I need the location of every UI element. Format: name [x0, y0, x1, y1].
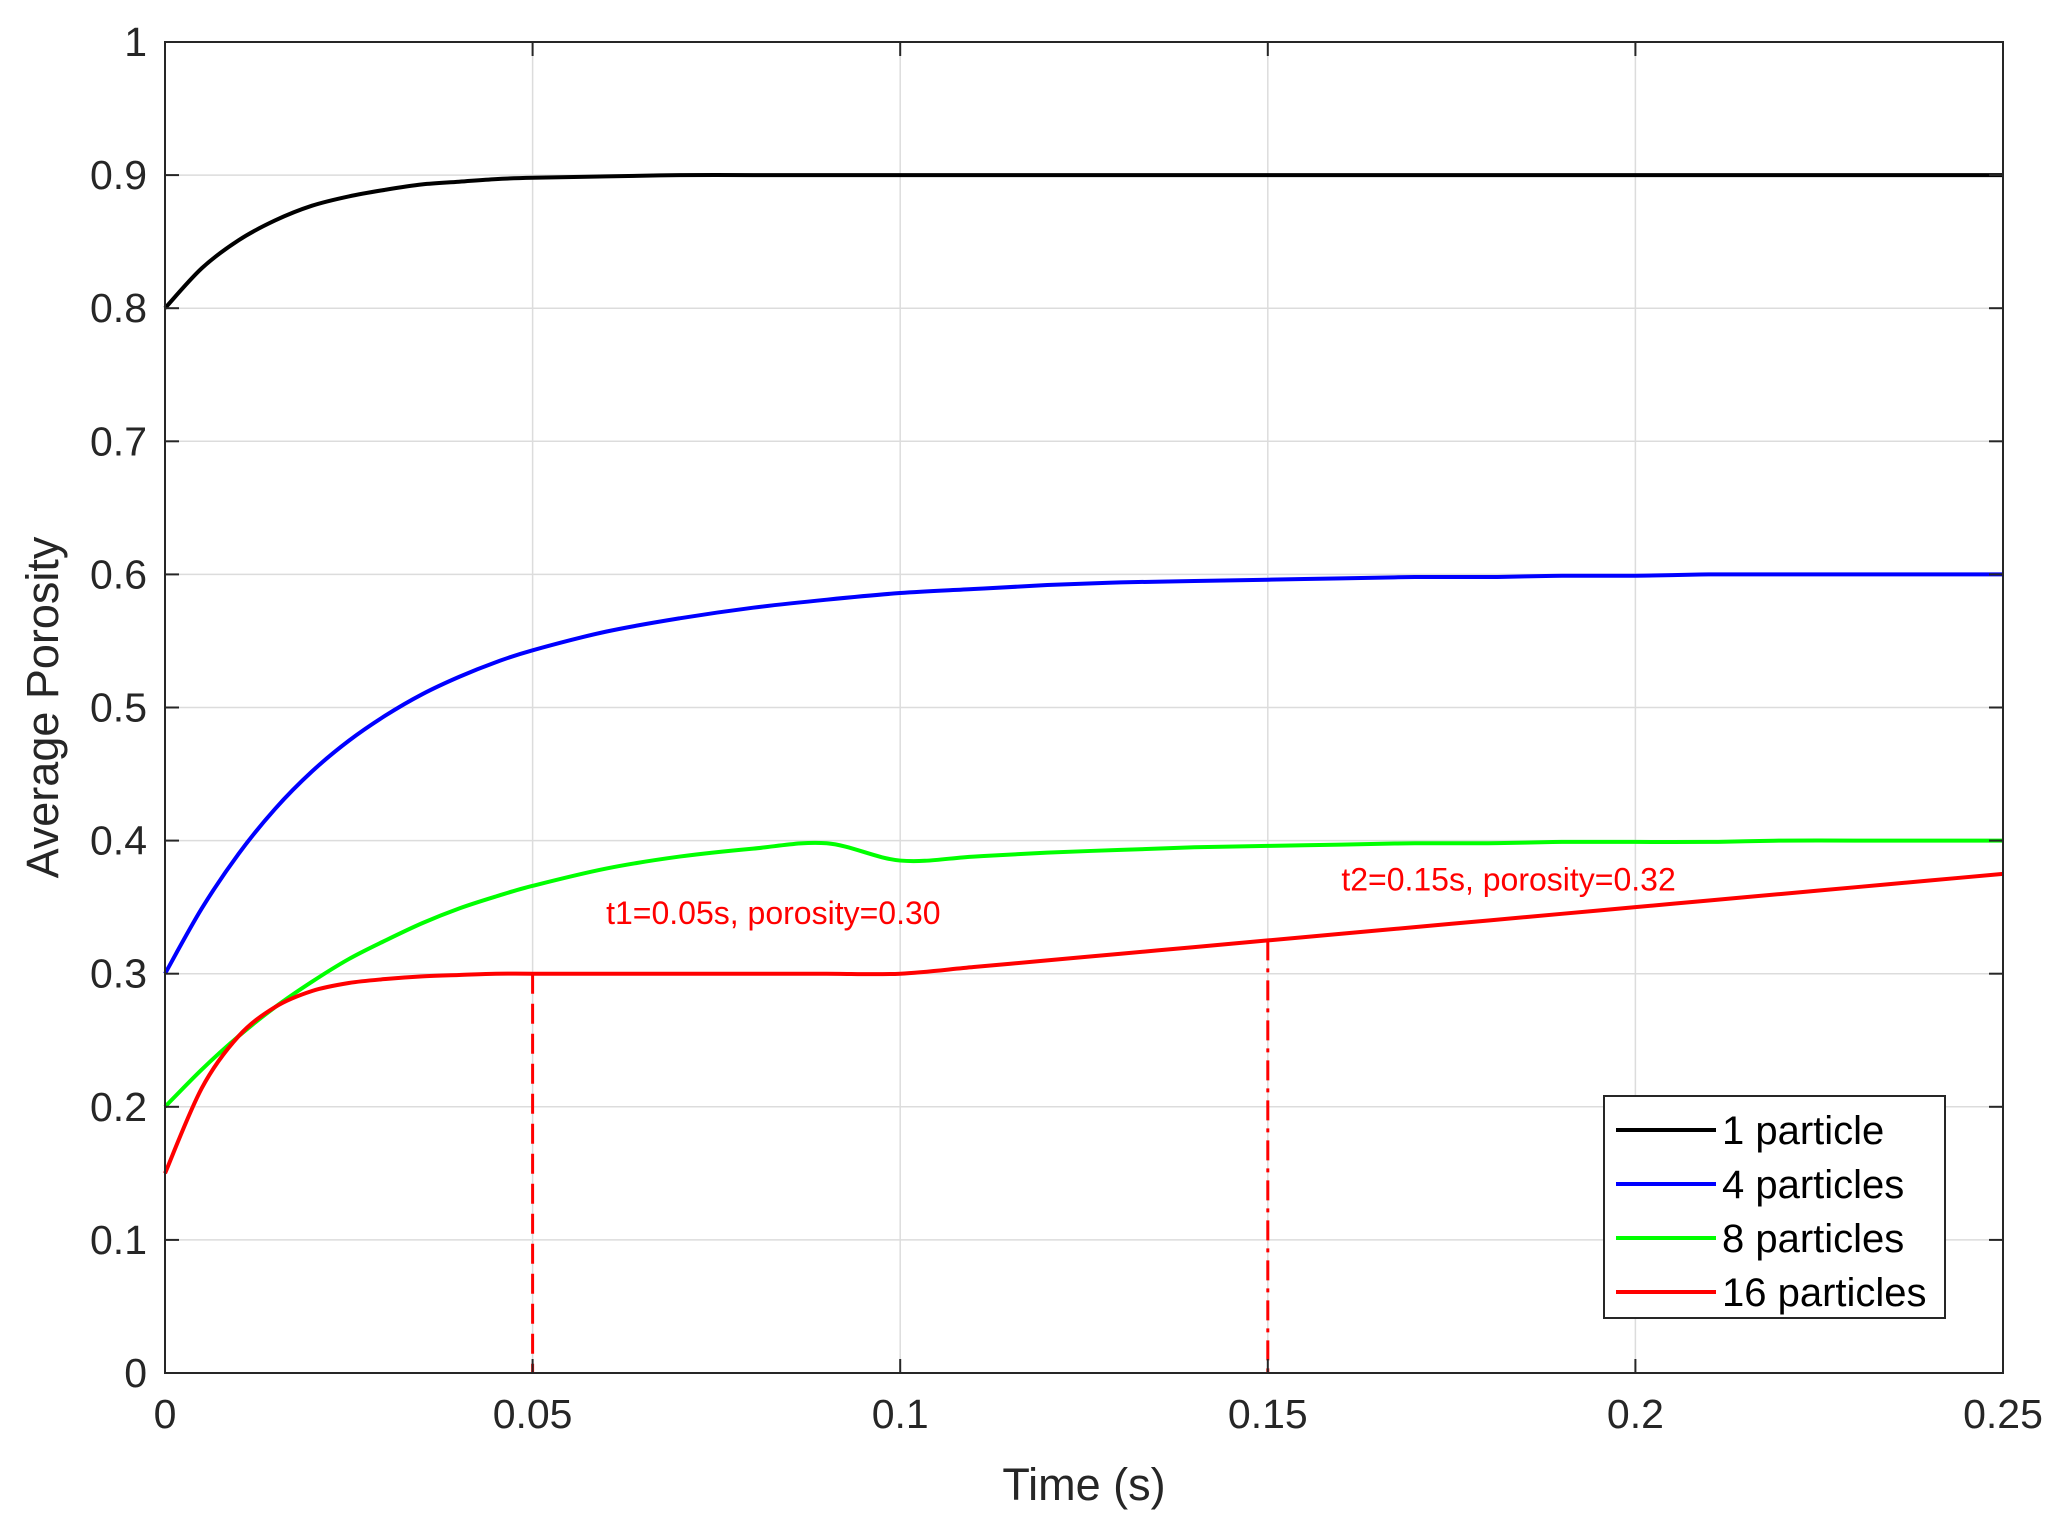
x-tick-label-2: 0.1 [872, 1391, 929, 1437]
series-0 [163, 173, 2003, 310]
y-tick-label-9: 0.9 [90, 152, 147, 198]
annotation-0: t1=0.05s, porosity=0.30 [606, 895, 940, 931]
y-tick-label-8: 0.8 [90, 285, 147, 331]
series-line-2 [163, 838, 2003, 1109]
y-tick-label-4: 0.4 [90, 818, 147, 864]
series-2 [163, 838, 2003, 1109]
legend-label-0: 1 particle [1722, 1109, 1884, 1153]
series-1 [163, 572, 2003, 975]
x-tick-label-0: 0 [154, 1391, 177, 1437]
y-tick-label-10: 1 [124, 19, 147, 65]
series-line-0 [163, 173, 2003, 310]
annotation-1: t2=0.15s, porosity=0.32 [1341, 862, 1675, 898]
y-tick-label-7: 0.7 [90, 418, 147, 464]
legend-label-1: 4 particles [1722, 1163, 1904, 1207]
legend-box [1603, 1095, 1946, 1319]
legend: 1 particle 4 particles 8 particles 16 parti… [1603, 1095, 1946, 1319]
series-3 [163, 871, 2004, 1175]
y-tick-label-6: 0.6 [90, 551, 147, 597]
series-lines [163, 173, 2004, 1175]
y-axis-label: Average Porosity [17, 536, 68, 878]
x-tick-label-1: 0.05 [493, 1391, 573, 1437]
x-tick-label-5: 0.25 [1963, 1391, 2043, 1437]
legend-label-2: 8 particles [1722, 1217, 1904, 1261]
y-tick-label-5: 0.5 [90, 685, 147, 731]
series-line-1 [163, 572, 2003, 975]
ticks: 0 0.05 0.1 0.15 0.2 0.25 0 0.1 0.2 0.3 0.4 0.5 0.6 0.… [90, 19, 2043, 1437]
y-tick-label-0: 0 [124, 1350, 147, 1396]
annotations: t1=0.05s, porosity=0.30 t2=0.15s, porosit… [606, 862, 1676, 931]
legend-label-3: 16 particles [1722, 1271, 1927, 1315]
x-tick-label-3: 0.15 [1228, 1391, 1308, 1437]
y-tick-label-1: 0.1 [90, 1217, 147, 1263]
marker-lines [531, 940, 1270, 1373]
y-tick-label-2: 0.2 [90, 1084, 147, 1130]
x-tick-label-4: 0.2 [1607, 1391, 1664, 1437]
y-tick-label-3: 0.3 [90, 951, 147, 997]
x-axis-label: Time (s) [1002, 1459, 1165, 1510]
series-line-3 [163, 871, 2004, 1175]
